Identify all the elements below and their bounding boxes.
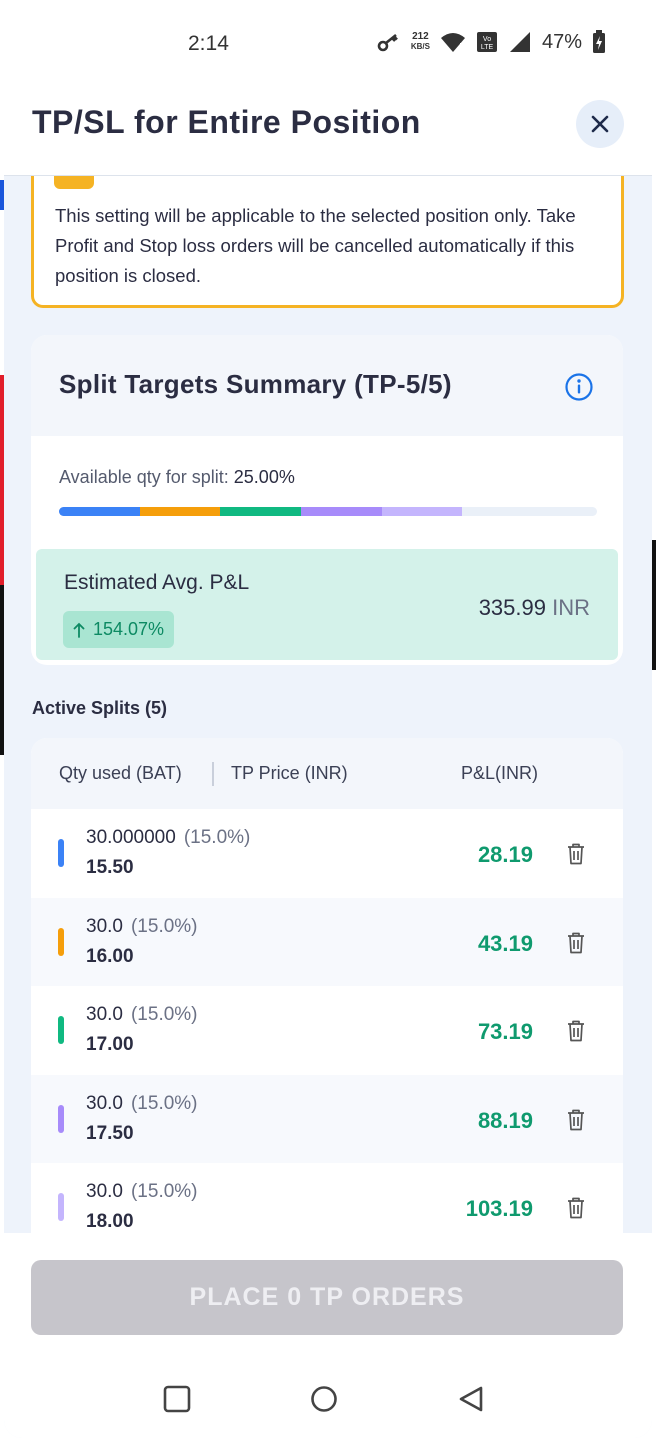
table-row[interactable]: 30.0 (15.0%) 17.00 73.19 <box>31 986 623 1074</box>
row-pnl: 28.19 <box>477 842 533 867</box>
progress-segment <box>220 507 302 516</box>
speed-unit: KB/S <box>410 42 430 51</box>
signal-icon <box>509 32 530 52</box>
row-tp-price: 18.00 <box>86 1211 134 1232</box>
trash-icon[interactable] <box>567 932 585 959</box>
progress-segment <box>381 507 463 516</box>
row-tp-price: 17.50 <box>86 1122 134 1144</box>
row-qty: 30.0 (15.0%) <box>86 1004 198 1026</box>
progress-segment <box>139 507 221 516</box>
row-qty-value: 30.0 <box>86 1092 123 1114</box>
pnl-change-value: 154.07% <box>93 619 165 639</box>
estimated-pnl-box: Estimated Avg. P&L 154.07% 335.99 INR <box>36 549 618 660</box>
table-row[interactable]: 30.0 (15.0%) 18.00 103.19 <box>31 1163 623 1238</box>
back-icon[interactable] <box>457 1385 485 1413</box>
trash-icon[interactable] <box>567 1197 585 1224</box>
table-row[interactable]: 30.0 (15.0%) 16.00 43.19 <box>31 897 623 986</box>
home-icon[interactable] <box>310 1385 338 1413</box>
row-qty-value: 30.000000 <box>86 827 176 848</box>
info-icon[interactable] <box>564 372 594 402</box>
page-title: TP/SL for Entire Position <box>32 104 421 140</box>
bottom-action-area: PLACE 0 TP ORDERS <box>4 1233 652 1438</box>
row-tp-price: 15.50 <box>86 857 134 878</box>
active-splits-title: Active Splits (5) <box>32 698 168 718</box>
pnl-label: Estimated Avg. P&L <box>64 571 250 594</box>
pnl-currency: INR <box>552 595 590 620</box>
status-icons: 212 KB/S Vo LTE 47% <box>377 30 606 54</box>
system-nav-bar <box>4 1363 652 1438</box>
row-qty-value: 30.0 <box>86 1181 123 1202</box>
table-row[interactable]: 30.000000 (15.0%) 15.50 28.19 <box>31 809 623 897</box>
pnl-value: 335.99 INR <box>479 595 590 621</box>
split-color-bar <box>58 1104 64 1133</box>
battery-charging-icon <box>593 30 605 53</box>
row-pnl: 43.19 <box>477 930 533 956</box>
row-qty: 30.0 (15.0%) <box>86 916 198 938</box>
table-header: Qty used (BAT) TP Price (INR) P&L(INR) <box>31 738 623 809</box>
row-qty-percent: (15.0%) <box>130 1092 198 1114</box>
row-qty-percent: (15.0%) <box>130 915 198 937</box>
pnl-amount: 335.99 <box>478 595 546 620</box>
column-header-pnl: P&L(INR) <box>461 763 539 783</box>
volte-icon: Vo LTE <box>476 32 497 52</box>
place-tp-orders-button[interactable]: PLACE 0 TP ORDERS <box>31 1260 623 1335</box>
row-qty: 30.000000 (15.0%) <box>86 827 250 849</box>
summary-header: Split Targets Summary (TP-5/5) <box>31 335 623 436</box>
svg-text:LTE: LTE <box>481 44 494 51</box>
note-box: This setting will be applicable to the s… <box>31 155 624 308</box>
trash-icon[interactable] <box>567 1020 585 1047</box>
svg-text:Vo: Vo <box>483 36 491 43</box>
active-splits-table: Qty used (BAT) TP Price (INR) P&L(INR) 3… <box>31 738 623 1238</box>
row-qty: 30.0 (15.0%) <box>86 1181 198 1203</box>
row-qty: 30.0 (15.0%) <box>86 1093 198 1115</box>
progress-segment <box>301 507 382 516</box>
row-qty-value: 30.0 <box>86 915 123 937</box>
row-pnl: 103.19 <box>465 1196 533 1221</box>
trash-icon[interactable] <box>567 1109 585 1136</box>
available-qty-value: 25.00% <box>233 467 295 487</box>
background-strip <box>0 180 6 210</box>
row-tp-price: 16.00 <box>86 945 134 967</box>
arrow-up-icon <box>73 622 85 638</box>
trash-icon[interactable] <box>567 843 585 870</box>
status-time: 2:14 <box>188 32 229 55</box>
row-qty-value: 30.0 <box>86 1004 123 1025</box>
key-icon <box>377 33 398 52</box>
split-color-bar <box>58 927 64 956</box>
close-icon <box>591 115 609 133</box>
row-tp-price: 17.00 <box>86 1034 134 1055</box>
split-color-bar <box>58 839 64 867</box>
wifi-icon <box>440 33 465 52</box>
close-button[interactable] <box>576 100 624 148</box>
row-pnl: 73.19 <box>477 1019 533 1044</box>
pnl-change-badge: 154.07% <box>63 611 175 648</box>
available-qty-label: Available qty for split: <box>59 467 229 487</box>
split-color-bar <box>58 1016 64 1044</box>
battery-percent: 47% <box>541 30 582 53</box>
row-pnl: 88.19 <box>477 1107 533 1133</box>
progress-segment <box>59 507 140 516</box>
sheet-header: TP/SL for Entire Position <box>4 88 652 176</box>
row-qty-percent: (15.0%) <box>130 1004 198 1025</box>
column-header-qty: Qty used (BAT) <box>59 763 182 783</box>
recents-icon[interactable] <box>163 1385 191 1413</box>
speed-value: 212 <box>412 31 429 42</box>
status-bar: 2:14 212 KB/S Vo LTE 47% <box>4 0 652 88</box>
network-speed: 212 KB/S <box>411 32 430 52</box>
split-color-bar <box>58 1193 64 1221</box>
note-text: This setting will be applicable to the s… <box>55 205 576 286</box>
summary-title: Split Targets Summary (TP-5/5) <box>59 369 452 399</box>
available-qty-row: Available qty for split: 25.00% <box>59 467 295 488</box>
column-header-price: TP Price (INR) <box>231 763 348 783</box>
split-progress-bar <box>59 507 597 516</box>
background-strip <box>0 585 6 755</box>
row-qty-percent: (15.0%) <box>130 1181 198 1202</box>
background-strip <box>648 540 656 670</box>
tp-sl-bottom-sheet: 2:14 212 KB/S Vo LTE 47% <box>4 0 652 1438</box>
column-divider <box>212 762 214 786</box>
background-strip <box>0 375 6 585</box>
row-qty-percent: (15.0%) <box>183 827 251 848</box>
table-row[interactable]: 30.0 (15.0%) 17.50 88.19 <box>31 1074 623 1163</box>
split-targets-summary-card: Split Targets Summary (TP-5/5) Available… <box>31 335 623 665</box>
